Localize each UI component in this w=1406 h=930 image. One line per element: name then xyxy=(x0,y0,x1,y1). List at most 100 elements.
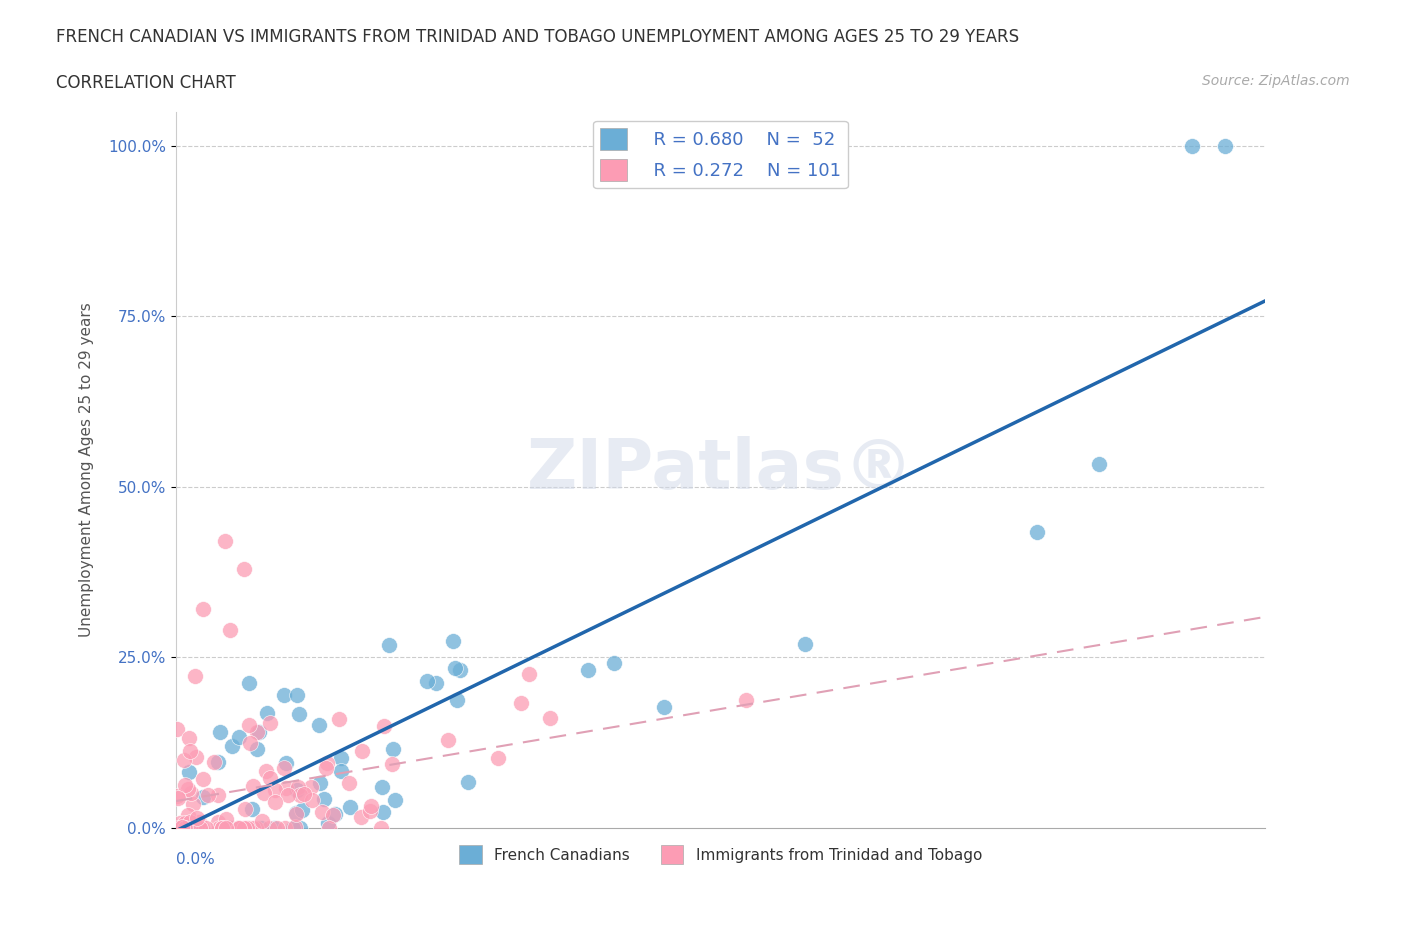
Point xyxy=(247,724,270,739)
Point xyxy=(287,707,309,722)
Point xyxy=(301,779,323,794)
Point xyxy=(238,718,260,733)
Point xyxy=(207,815,229,830)
Point xyxy=(191,820,214,835)
Point xyxy=(187,815,209,830)
Point xyxy=(360,799,382,814)
Point xyxy=(352,743,374,758)
Point xyxy=(322,807,344,822)
Point xyxy=(177,807,200,822)
Point xyxy=(180,820,202,835)
Point xyxy=(253,785,276,800)
Point xyxy=(221,820,243,835)
Point xyxy=(184,669,207,684)
Point xyxy=(232,820,254,835)
Point xyxy=(538,711,561,725)
Point xyxy=(378,638,401,653)
Point xyxy=(277,788,299,803)
Point xyxy=(226,820,249,835)
Point xyxy=(177,731,200,746)
Point xyxy=(208,820,231,835)
Point xyxy=(256,705,278,720)
Point xyxy=(263,783,285,798)
Point xyxy=(735,693,758,708)
Point xyxy=(292,787,315,802)
Point xyxy=(325,806,347,821)
Point xyxy=(273,820,295,835)
Point xyxy=(191,772,214,787)
Point xyxy=(240,802,263,817)
Point xyxy=(242,820,264,835)
Point xyxy=(173,820,195,835)
Point xyxy=(211,820,233,835)
Point xyxy=(173,815,195,830)
Point xyxy=(301,792,323,807)
Point xyxy=(382,742,405,757)
Point xyxy=(191,602,214,617)
Point xyxy=(246,741,269,756)
Point xyxy=(215,820,238,835)
Text: FRENCH CANADIAN VS IMMIGRANTS FROM TRINIDAD AND TOBAGO UNEMPLOYMENT AMONG AGES 2: FRENCH CANADIAN VS IMMIGRANTS FROM TRINI… xyxy=(56,28,1019,46)
Point xyxy=(172,820,194,835)
Point xyxy=(517,667,540,682)
Point xyxy=(285,806,308,821)
Point xyxy=(381,757,404,772)
Point xyxy=(259,716,281,731)
Point xyxy=(285,782,308,797)
Point xyxy=(184,820,207,835)
Point xyxy=(249,820,271,835)
Point xyxy=(416,673,439,688)
Point xyxy=(179,743,201,758)
Legend: French Canadians, Immigrants from Trinidad and Tobago: French Canadians, Immigrants from Trinid… xyxy=(453,840,988,870)
Point xyxy=(214,534,236,549)
Point xyxy=(197,788,219,803)
Point xyxy=(246,724,269,739)
Point xyxy=(184,750,207,764)
Point xyxy=(273,687,295,702)
Text: ZIPatlas®: ZIPatlas® xyxy=(527,436,914,503)
Point xyxy=(576,663,599,678)
Point xyxy=(449,663,471,678)
Point xyxy=(208,724,231,739)
Point xyxy=(259,771,281,786)
Point xyxy=(284,819,307,834)
Point xyxy=(215,811,238,826)
Point xyxy=(359,804,381,818)
Point xyxy=(177,782,200,797)
Point xyxy=(180,820,202,835)
Point xyxy=(1181,139,1204,153)
Point xyxy=(285,688,308,703)
Point xyxy=(457,775,479,790)
Point xyxy=(316,756,339,771)
Point xyxy=(239,736,262,751)
Point xyxy=(276,755,298,770)
Point xyxy=(207,788,229,803)
Text: CORRELATION CHART: CORRELATION CHART xyxy=(56,74,236,92)
Point xyxy=(166,789,188,804)
Point xyxy=(211,820,233,835)
Point xyxy=(183,820,205,835)
Point xyxy=(311,804,333,819)
Point xyxy=(290,803,312,817)
Point xyxy=(441,633,464,648)
Point xyxy=(238,820,260,835)
Point xyxy=(1025,525,1047,539)
Point xyxy=(233,802,256,817)
Point xyxy=(318,820,340,835)
Point xyxy=(211,820,233,835)
Point xyxy=(254,764,277,778)
Point xyxy=(266,820,288,835)
Point xyxy=(186,820,208,835)
Point xyxy=(188,820,211,835)
Point xyxy=(308,718,330,733)
Point xyxy=(793,637,815,652)
Point xyxy=(444,660,467,675)
Point xyxy=(169,816,191,830)
Point xyxy=(284,805,307,820)
Point xyxy=(371,804,394,819)
Point xyxy=(315,761,337,776)
Point xyxy=(221,738,243,753)
Point xyxy=(173,752,195,767)
Point xyxy=(207,754,229,769)
Point xyxy=(245,820,267,835)
